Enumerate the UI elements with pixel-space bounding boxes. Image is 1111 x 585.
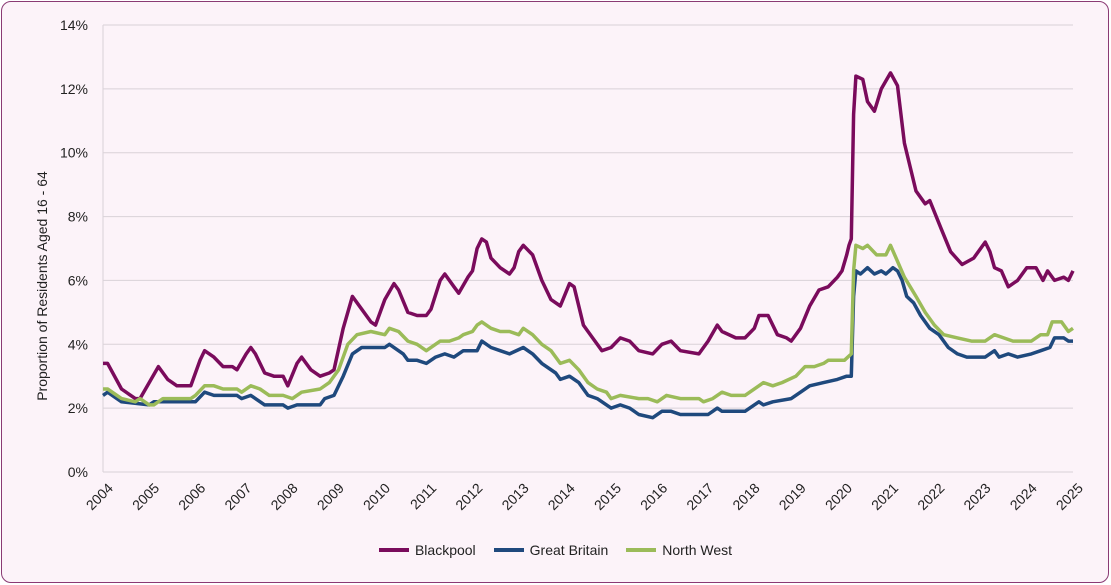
- x-tick-label: 2021: [868, 480, 901, 513]
- y-tick-label: 10%: [60, 145, 88, 161]
- series-line-north-west: [103, 243, 1074, 407]
- legend-item-blackpool: Blackpool: [378, 542, 476, 558]
- series-line-blackpool: [103, 71, 1075, 401]
- y-tick-label: 2%: [68, 400, 88, 416]
- x-tick-label: 2010: [360, 480, 393, 513]
- y-tick-label: 14%: [60, 17, 88, 33]
- x-tick-label: 2009: [314, 480, 347, 513]
- legend: Blackpool Great Britain North West: [0, 542, 1111, 558]
- x-tick-label: 2008: [267, 480, 300, 513]
- legend-label: North West: [662, 542, 733, 558]
- x-tick-label: 2013: [498, 480, 531, 513]
- legend-label: Blackpool: [414, 542, 476, 558]
- y-tick-label: 0%: [68, 464, 88, 480]
- x-tick-label: 2025: [1053, 480, 1086, 513]
- x-tick-label: 2022: [914, 480, 947, 513]
- x-tick-label: 2004: [83, 480, 116, 513]
- x-tick-label: 2017: [683, 480, 716, 513]
- legend-swatch: [626, 548, 657, 552]
- y-tick-label: 4%: [68, 336, 88, 352]
- legend-swatch: [378, 548, 409, 552]
- legend-item-great-britain: Great Britain: [493, 542, 609, 558]
- x-tick-label: 2006: [175, 480, 208, 513]
- x-tick-label: 2007: [221, 480, 254, 513]
- x-tick-label: 2005: [129, 480, 162, 513]
- x-tick-label: 2011: [407, 480, 440, 513]
- legend-swatch: [493, 548, 524, 552]
- legend-item-north-west: North West: [626, 542, 732, 558]
- x-tick-label: 2018: [729, 480, 762, 513]
- x-tick-label: 2016: [637, 480, 670, 513]
- x-tick-label: 2023: [960, 480, 993, 513]
- x-tick-label: 2020: [822, 480, 855, 513]
- x-tick-label: 2015: [591, 480, 624, 513]
- x-tick-label: 2014: [545, 480, 578, 513]
- y-tick-label: 8%: [68, 209, 88, 225]
- legend-label: Great Britain: [529, 542, 609, 558]
- y-tick-label: 12%: [60, 81, 88, 97]
- x-tick-label: 2024: [1007, 480, 1040, 513]
- x-tick-label: 2012: [452, 480, 485, 513]
- y-axis-title: Proportion of Residents Aged 16 - 64: [34, 171, 50, 401]
- x-tick-label: 2019: [776, 480, 809, 513]
- y-tick-label: 6%: [68, 272, 88, 288]
- series-line-great-britain: [102, 265, 1073, 420]
